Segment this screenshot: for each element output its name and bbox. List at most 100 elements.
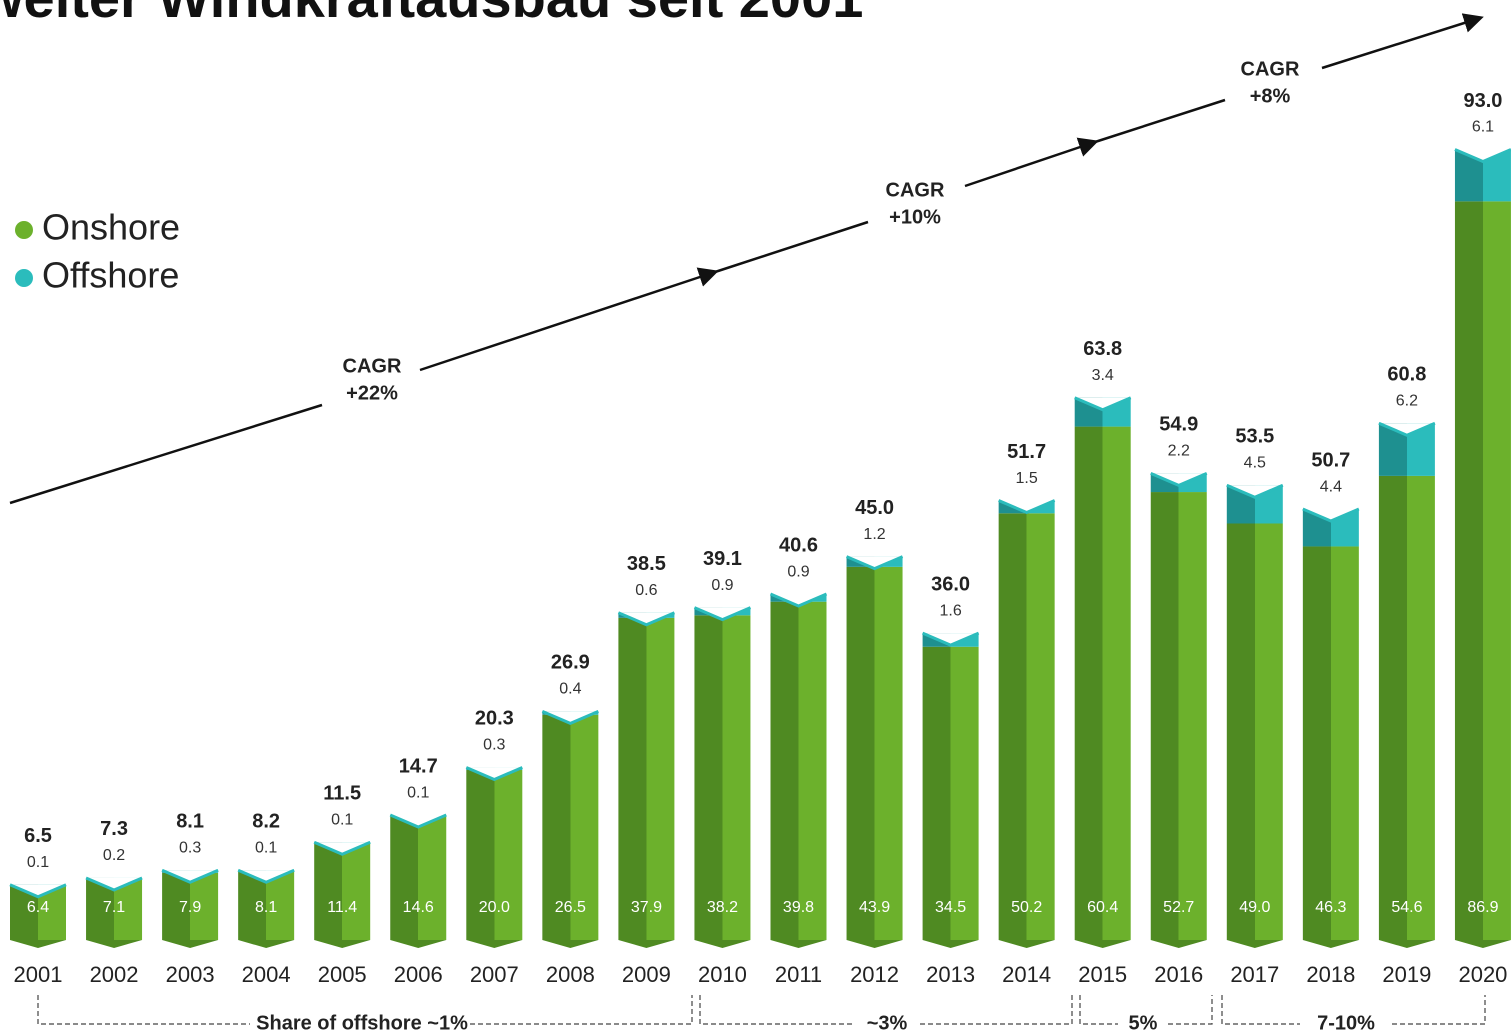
offshore-label: 3.4 xyxy=(1092,367,1114,384)
x-tick-label: 2015 xyxy=(1078,962,1127,987)
bar-cap xyxy=(10,884,66,897)
total-label: 63.8 xyxy=(1083,338,1122,360)
onshore-label: 50.2 xyxy=(1011,899,1042,916)
share-note: 5% xyxy=(1129,1012,1158,1032)
bar-cap xyxy=(618,612,675,625)
bar-foot xyxy=(314,940,371,948)
total-label: 40.6 xyxy=(779,534,818,556)
cagr-label: CAGR xyxy=(1241,58,1300,80)
legend-swatch xyxy=(15,221,33,239)
total-label: 7.3 xyxy=(100,818,128,840)
bar-cap xyxy=(846,556,903,569)
total-label: 93.0 xyxy=(1463,90,1502,112)
bar-cap xyxy=(238,870,295,883)
bar-segment xyxy=(694,615,751,940)
bar-segment xyxy=(1378,475,1435,940)
bar-segment xyxy=(998,513,1055,940)
offshore-label: 4.5 xyxy=(1244,454,1266,471)
bar-segment xyxy=(1454,201,1511,941)
bar-segment xyxy=(1226,523,1283,940)
bar-cap-edge xyxy=(922,631,980,647)
bar-foot xyxy=(846,940,903,948)
offshore-label: 0.6 xyxy=(635,582,657,599)
onshore-label: 34.5 xyxy=(935,899,966,916)
bar-cap xyxy=(390,815,447,828)
bar-cap-edge xyxy=(1150,471,1208,487)
total-label: 8.1 xyxy=(176,811,204,833)
bar-cap xyxy=(314,842,371,855)
onshore-label: 86.9 xyxy=(1467,899,1498,916)
bar-cap-edge xyxy=(1454,148,1511,164)
bar-cap xyxy=(1454,149,1511,162)
share-brackets xyxy=(37,995,1486,1025)
bar-cap-edge xyxy=(161,868,219,884)
onshore-label: 6.4 xyxy=(27,899,49,916)
bar-cap-edge xyxy=(9,883,67,899)
offshore-label: 6.1 xyxy=(1472,119,1494,136)
share-note: Share of offshore ~1% xyxy=(256,1012,468,1032)
offshore-label: 2.2 xyxy=(1168,443,1190,460)
onshore-label: 52.7 xyxy=(1163,899,1194,916)
x-tick-label: 2004 xyxy=(242,962,291,987)
cagr-label: CAGR xyxy=(343,355,402,377)
bar-foot xyxy=(922,940,979,948)
bar-cap-edge xyxy=(465,766,523,782)
bar-foot xyxy=(1226,940,1283,948)
bar-cap xyxy=(466,767,523,780)
total-label: 11.5 xyxy=(323,783,361,805)
bar-segment xyxy=(390,815,447,940)
onshore-label: 46.3 xyxy=(1315,899,1346,916)
onshore-label: 49.0 xyxy=(1239,899,1270,916)
onshore-label: 8.1 xyxy=(255,899,277,916)
onshore-label: 38.2 xyxy=(707,899,738,916)
onshore-label: 20.0 xyxy=(479,899,510,916)
total-label: 39.1 xyxy=(703,548,742,570)
total-label: 8.2 xyxy=(252,811,280,833)
offshore-label: 0.9 xyxy=(711,577,733,594)
bar-segment xyxy=(1302,546,1359,940)
bar-segment xyxy=(314,843,371,940)
total-label: 20.3 xyxy=(475,708,514,730)
total-label: 6.5 xyxy=(24,825,52,847)
bar-cap-edge xyxy=(845,555,904,571)
onshore-label: 60.4 xyxy=(1087,899,1118,916)
share-note: ~3% xyxy=(867,1012,908,1032)
total-label: 36.0 xyxy=(931,573,970,595)
onshore-label: 54.6 xyxy=(1391,899,1422,916)
cagr-label: +8% xyxy=(1250,85,1291,107)
onshore-label: 7.1 xyxy=(103,899,125,916)
bar-cap xyxy=(1378,423,1435,436)
bar-foot xyxy=(1150,940,1207,948)
x-tick-label: 2020 xyxy=(1458,962,1507,987)
offshore-label: 0.1 xyxy=(407,784,429,801)
bar-segment xyxy=(846,566,903,940)
x-tick-label: 2003 xyxy=(166,962,215,987)
onshore-label: 14.6 xyxy=(403,899,434,916)
offshore-label: 0.1 xyxy=(255,840,277,857)
bar-foot xyxy=(162,940,219,948)
x-tick-label: 2014 xyxy=(1002,962,1051,987)
total-label: 26.9 xyxy=(551,652,590,674)
total-label: 53.5 xyxy=(1235,426,1274,448)
bar-segment xyxy=(922,646,979,940)
x-tick-label: 2002 xyxy=(90,962,139,987)
offshore-label: 0.1 xyxy=(331,811,353,828)
onshore-label: 39.8 xyxy=(783,899,814,916)
share-note: 7-10% xyxy=(1317,1012,1375,1032)
onshore-label: 37.9 xyxy=(631,899,662,916)
bar-segment xyxy=(162,872,219,940)
legend-swatch xyxy=(15,269,33,287)
bar-cap xyxy=(1074,397,1131,410)
offshore-label: 0.2 xyxy=(103,847,125,864)
bar-foot xyxy=(390,940,447,948)
x-tick-label: 2007 xyxy=(470,962,519,987)
total-label: 38.5 xyxy=(627,553,666,575)
x-tick-label: 2005 xyxy=(318,962,367,987)
offshore-label: 1.5 xyxy=(1016,470,1038,487)
offshore-label: 1.6 xyxy=(939,602,961,619)
bar-foot xyxy=(618,940,675,948)
bar-cap-edge xyxy=(237,868,295,884)
bar-cap xyxy=(86,877,143,890)
total-label: 50.7 xyxy=(1311,449,1350,471)
x-tick-label: 2008 xyxy=(546,962,595,987)
